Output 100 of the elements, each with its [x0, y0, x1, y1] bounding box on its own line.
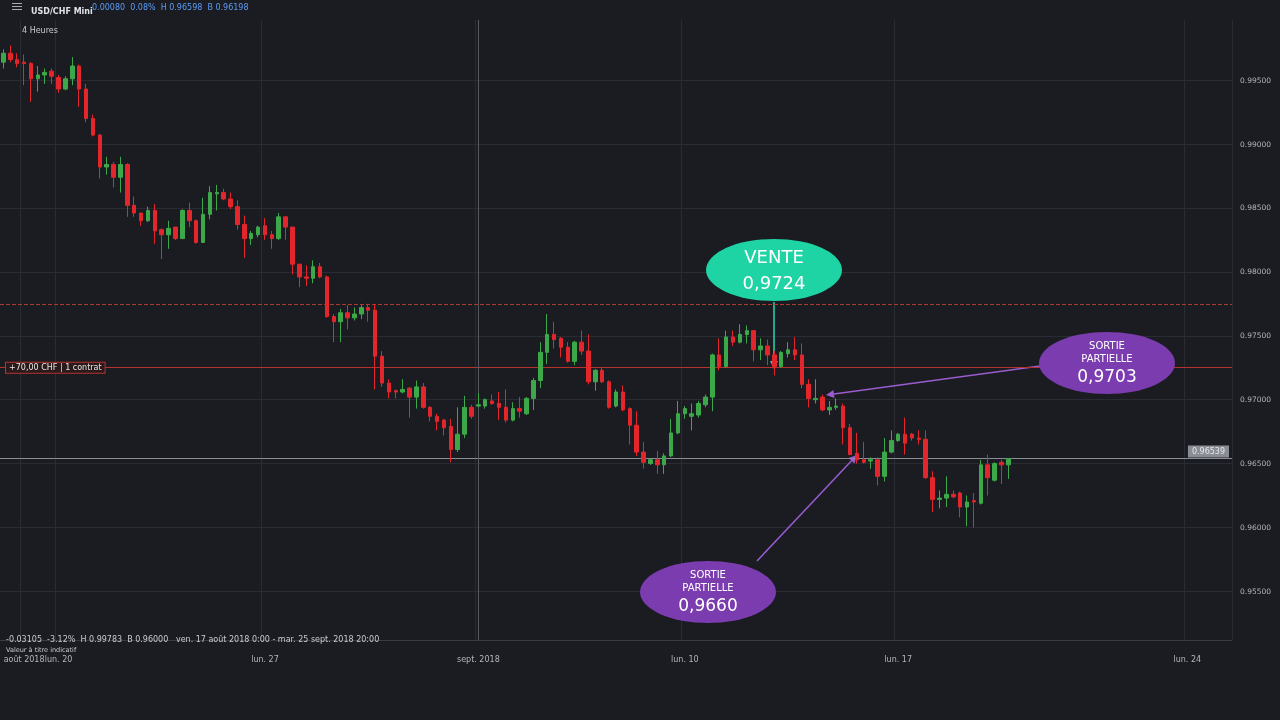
candlestick [249, 230, 253, 246]
ref-line-label: +70,00 CHF | 1 contrat [9, 363, 102, 373]
candlestick [263, 217, 267, 241]
candlestick [153, 203, 157, 245]
candlestick [779, 350, 783, 369]
candlestick [717, 337, 721, 371]
candlestick [338, 308, 343, 343]
candlestick [958, 491, 962, 518]
candlestick [1006, 457, 1011, 480]
candlestick [56, 74, 61, 94]
candlestick [373, 303, 377, 390]
candlestick [380, 350, 384, 388]
candlestick [15, 52, 19, 68]
candlestick [999, 459, 1004, 485]
candlestick [903, 417, 907, 456]
candlestick [800, 342, 804, 389]
candlestick [366, 303, 370, 323]
candlestick [325, 275, 329, 319]
candlestick [332, 313, 336, 343]
candlestick [215, 184, 219, 211]
candlestick [104, 156, 109, 176]
candlestick [972, 492, 976, 529]
ref-line-label: 0.96539 [1191, 447, 1225, 457]
candlestick [531, 377, 536, 411]
candlestick [985, 454, 990, 497]
candlestick [738, 323, 742, 344]
x-tick-label: août 2018 [3, 654, 45, 664]
candlestick [923, 429, 928, 480]
candlestick [786, 341, 790, 358]
candlestick [352, 307, 357, 321]
candlestick [607, 379, 611, 410]
candlestick [63, 75, 68, 91]
candlestick [648, 457, 653, 466]
candlestick [745, 325, 749, 344]
candlestick [407, 386, 412, 419]
x-tick-label: lun. 10 [671, 654, 699, 664]
candlestick [394, 388, 398, 399]
candlestick [270, 230, 274, 250]
candlestick [504, 388, 508, 424]
candlestick [724, 330, 728, 369]
candlestick [827, 400, 832, 416]
candlestick [228, 192, 233, 210]
candlestick [676, 400, 680, 435]
x-tick-label: lun. 27 [251, 654, 279, 664]
candlestick [111, 161, 116, 188]
candlestick [318, 262, 322, 279]
x-tick-label: lun. 20 [44, 654, 73, 664]
candlestick [29, 61, 33, 103]
candlestick [751, 330, 756, 362]
candlestick [1, 48, 6, 70]
candlestick [889, 429, 894, 454]
candlestick [559, 336, 563, 358]
candlestick [641, 441, 646, 470]
candlestick [84, 83, 88, 123]
candlestick [930, 470, 935, 513]
candlestick [221, 188, 226, 201]
candlestick [855, 432, 859, 465]
candlestick [882, 437, 887, 482]
candlestick [517, 396, 522, 419]
x-tick-label: sept. 2018 [456, 654, 500, 664]
candlestick [524, 396, 529, 416]
candlestick [159, 227, 164, 260]
candlestick [511, 401, 515, 422]
candlestick [910, 432, 914, 442]
candlestick [139, 212, 143, 227]
candlestick [896, 432, 900, 443]
candlestick [552, 321, 556, 350]
annotation: SORTIE PARTIELLE 0,9660 [678, 568, 738, 616]
candlestick [297, 263, 302, 288]
candlestick [593, 368, 598, 392]
candlestick [98, 133, 102, 180]
candlestick [875, 456, 880, 486]
candlestick [483, 397, 487, 410]
annotation: VENTE 0,9724 [742, 245, 806, 295]
candlestick [276, 212, 281, 241]
candlestick [696, 400, 701, 419]
candlestick [77, 64, 81, 108]
candlestick [944, 475, 949, 508]
candlestick [979, 459, 983, 505]
candlestick [992, 461, 997, 482]
candlestick [634, 410, 639, 457]
candlestick [469, 404, 474, 420]
candlestick [455, 406, 460, 453]
candlestick [132, 195, 136, 218]
candlestick [868, 456, 873, 470]
candlestick [414, 379, 419, 410]
candlestick [710, 353, 715, 412]
candlestick [311, 259, 315, 284]
candlestick [628, 406, 632, 445]
candlestick [42, 68, 47, 85]
candlestick [820, 394, 825, 412]
text: 0.00080 0.08% H 0.96598 B 0.96198 [92, 3, 249, 12]
candlestick [621, 385, 625, 412]
candlestick [579, 330, 584, 356]
x-tick-label: lun. 24 [1173, 654, 1202, 664]
candlestick [683, 405, 687, 420]
candlestick [36, 65, 40, 93]
candlestick [965, 495, 969, 527]
candlestick [669, 418, 673, 458]
candlestick [614, 388, 618, 408]
